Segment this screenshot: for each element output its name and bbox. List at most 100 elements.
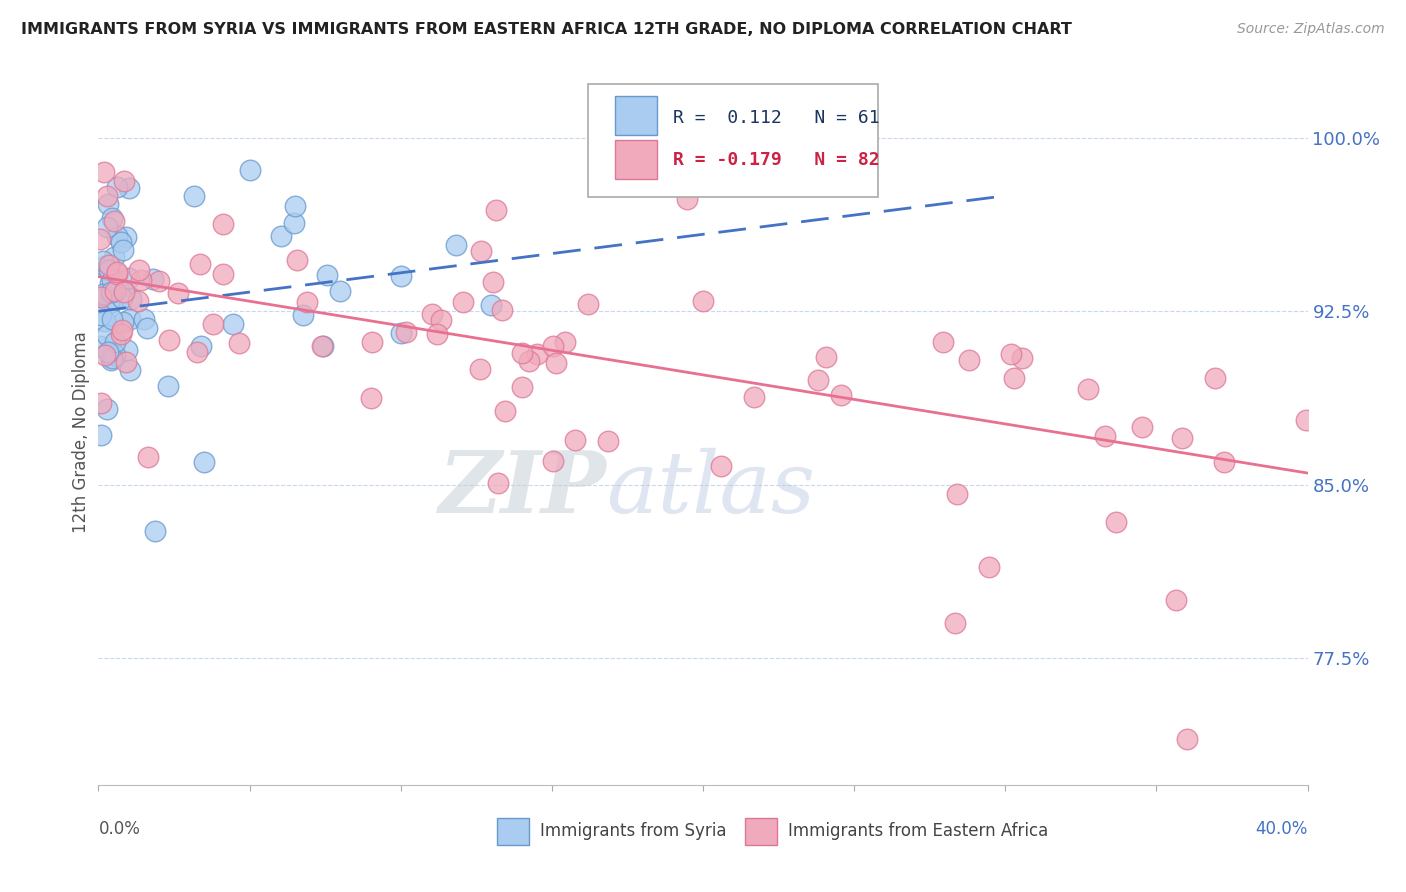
Point [120, 292, 142, 306]
Point [1000, 347, 1022, 361]
Point [89, 339, 111, 353]
Point [183, 189, 205, 203]
Point [228, 335, 250, 350]
Point [98, 263, 121, 277]
Point [91, 287, 114, 301]
Point [101, 211, 124, 226]
Point [541, 338, 564, 352]
Point [211, 217, 233, 231]
Point [93, 260, 115, 274]
Y-axis label: 12th Grade, No Diploma: 12th Grade, No Diploma [72, 332, 90, 533]
Point [100, 276, 122, 290]
Point [295, 295, 318, 310]
Point [118, 363, 141, 377]
Point [190, 339, 212, 353]
Point [444, 238, 467, 252]
Point [554, 335, 576, 350]
Point [284, 199, 307, 213]
Point [526, 347, 548, 361]
Point [1295, 413, 1317, 427]
Point [491, 303, 513, 318]
Point [576, 296, 599, 310]
Point [105, 265, 128, 279]
Point [103, 250, 125, 264]
Point [186, 345, 208, 359]
Point [136, 321, 159, 335]
Point [93, 314, 115, 328]
Point [101, 273, 124, 287]
Point [470, 362, 492, 376]
Point [97, 196, 120, 211]
Point [1213, 455, 1236, 469]
Point [830, 388, 852, 402]
Point [425, 326, 447, 341]
Point [517, 354, 540, 368]
Point [193, 454, 215, 468]
Point [596, 434, 619, 448]
Point [97, 345, 120, 359]
Point [100, 295, 122, 310]
Point [112, 174, 135, 188]
Point [1094, 428, 1116, 442]
Text: 40.0%: 40.0% [1256, 821, 1308, 838]
Point [389, 269, 412, 284]
Point [111, 243, 134, 257]
Point [451, 295, 474, 310]
Point [166, 285, 188, 300]
Point [1171, 431, 1194, 445]
Point [470, 244, 492, 259]
Point [287, 253, 309, 268]
Point [118, 270, 141, 285]
Point [111, 323, 134, 337]
Point [221, 318, 243, 332]
Point [188, 257, 211, 271]
Point [315, 268, 337, 283]
Point [1204, 371, 1226, 385]
Point [98, 258, 121, 272]
Point [311, 338, 333, 352]
Point [90, 308, 112, 322]
Point [422, 307, 444, 321]
Point [111, 291, 134, 305]
Point [136, 450, 159, 465]
Point [270, 229, 292, 244]
Point [1011, 351, 1033, 365]
Bar [614, 95, 657, 135]
Point [100, 285, 122, 299]
Point [115, 355, 138, 369]
Point [97, 296, 120, 310]
Point [429, 313, 451, 327]
Point [111, 315, 134, 329]
Text: Immigrants from Eastern Africa: Immigrants from Eastern Africa [787, 822, 1047, 840]
Point [134, 312, 156, 326]
Point [117, 343, 139, 357]
Point [100, 353, 122, 368]
Point [806, 373, 828, 387]
Point [104, 284, 127, 298]
Point [1175, 731, 1198, 746]
Point [145, 524, 167, 538]
Point [389, 326, 412, 340]
Point [1164, 593, 1187, 607]
Point [101, 351, 124, 365]
Point [107, 281, 129, 295]
Point [96, 188, 118, 202]
Point [564, 433, 586, 447]
Point [814, 351, 837, 365]
FancyBboxPatch shape [588, 84, 879, 196]
Point [1105, 515, 1128, 529]
Point [118, 312, 141, 326]
Point [292, 308, 315, 322]
Point [932, 335, 955, 350]
Point [94, 348, 117, 362]
Point [103, 214, 125, 228]
Point [1002, 371, 1025, 385]
Point [110, 235, 132, 249]
Point [96, 401, 118, 416]
Point [101, 311, 124, 326]
Point [110, 326, 132, 341]
Point [1077, 382, 1099, 396]
Point [512, 380, 534, 394]
Point [104, 334, 127, 349]
Point [112, 285, 135, 299]
